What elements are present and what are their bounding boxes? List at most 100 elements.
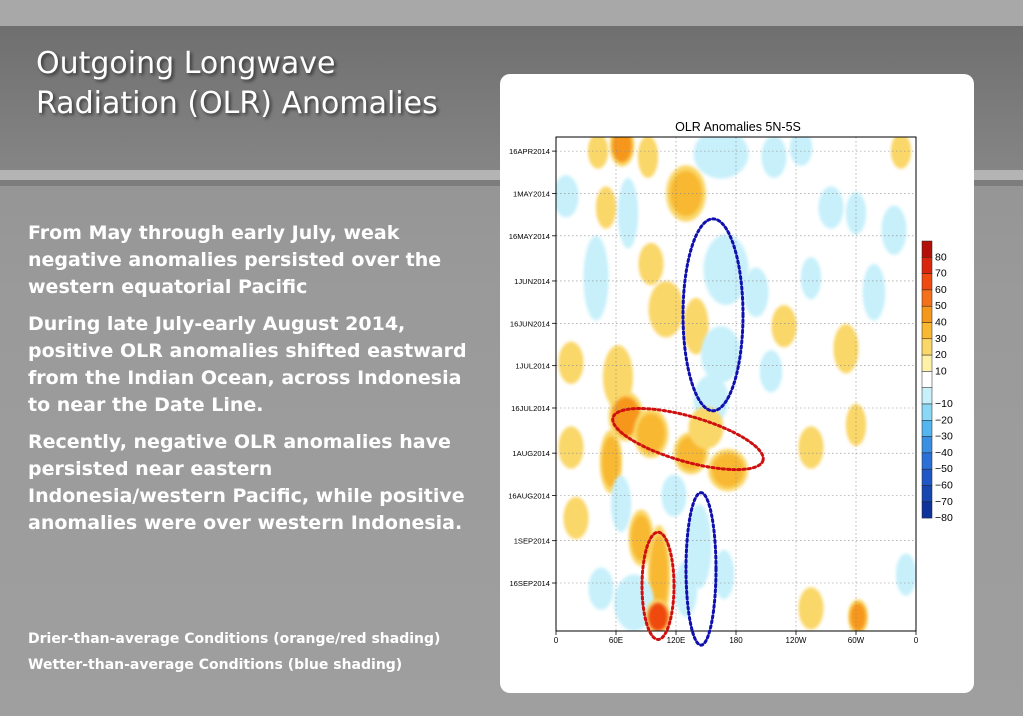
- anomaly-blob: [606, 351, 630, 403]
- anomaly-blob: [792, 137, 810, 163]
- anomaly-blob: [708, 241, 744, 298]
- anomaly-blob: [865, 269, 883, 315]
- paragraph-3: Recently, negative OLR anomalies have pe…: [28, 431, 465, 534]
- colorbar-swatch: [921, 387, 933, 405]
- colorbar-label: −50: [935, 463, 953, 475]
- x-tick-label: 0: [914, 636, 919, 645]
- colorbar-swatch: [921, 305, 933, 323]
- colorbar-label: 60: [935, 284, 947, 296]
- anomaly-blob: [764, 139, 784, 174]
- anomaly-blob: [848, 407, 864, 442]
- y-tick-label: 16AUG2014: [508, 492, 550, 501]
- colorbar-swatch: [921, 273, 933, 291]
- y-tick-label: 16JUN2014: [510, 319, 550, 328]
- anomaly-blob: [801, 430, 821, 465]
- anomaly-blob: [561, 430, 581, 465]
- note-wet: Wetter-than-average Conditions (blue sha…: [28, 657, 403, 673]
- anomaly-blob: [716, 554, 732, 595]
- colorbar-swatch: [921, 403, 933, 421]
- anomaly-blob: [664, 478, 684, 513]
- anomaly-blob: [898, 557, 914, 592]
- anomaly-blob: [637, 413, 665, 454]
- anomaly-blob: [640, 139, 656, 174]
- colorbar-label: −30: [935, 431, 953, 443]
- x-tick-label: 60W: [848, 636, 865, 645]
- anomaly-blob: [774, 309, 794, 344]
- colorbar-label: −10: [935, 398, 953, 410]
- colorbar-label: 30: [935, 333, 947, 345]
- legend-notes: Drier-than-average Conditions (orange/re…: [28, 626, 440, 678]
- anomaly-blob: [612, 396, 640, 437]
- anomaly-blob: [884, 210, 904, 250]
- anomaly-blob: [612, 137, 632, 163]
- colorbar-label: −70: [935, 496, 953, 508]
- olr-hovmoller-chart: OLR Anomalies 5N-5S 16APR2014 1MAY2014 16M…: [508, 120, 953, 647]
- colorbar-swatch: [921, 468, 933, 486]
- annotation-ellipse: [611, 406, 765, 472]
- anomaly-blob: [586, 244, 606, 313]
- annotation-ellipse: [681, 217, 745, 413]
- anomaly-blob: [602, 436, 620, 488]
- anomaly-blob: [620, 184, 636, 242]
- anomaly-blob: [566, 501, 586, 536]
- x-tick-label: 60E: [609, 636, 623, 645]
- colorbar-label: 50: [935, 300, 947, 312]
- paragraph-1: From May through early July, weak negati…: [28, 222, 442, 298]
- anomaly-blob: [652, 286, 680, 332]
- colorbar-label: −40: [935, 447, 953, 459]
- colorbar-swatch: [921, 485, 933, 503]
- y-tick-label: 1AUG2014: [512, 449, 550, 458]
- colorbar-label: 40: [935, 317, 947, 329]
- anomaly-blob: [556, 179, 576, 214]
- colorbar-label: −20: [935, 414, 953, 426]
- anomaly-blob: [801, 591, 821, 626]
- slide-title: Outgoing Longwave Radiation (OLR) Anomal…: [36, 44, 496, 124]
- x-tick-label: 180: [729, 636, 743, 645]
- colorbar-swatch: [921, 420, 933, 437]
- x-tick-label: 120W: [786, 636, 807, 645]
- slide-title-line-2: Radiation (OLR) Anomalies: [36, 86, 438, 121]
- paragraph-2: During late July-early August 2014, posi…: [28, 313, 467, 416]
- x-tick-label: 120E: [667, 636, 686, 645]
- colorbar-swatch: [921, 289, 933, 307]
- colorbar-swatch: [921, 436, 933, 454]
- colorbar-label: 80: [935, 251, 947, 263]
- y-tick-label: 16MAY2014: [509, 232, 550, 241]
- y-tick-label: 16SEP2014: [509, 579, 550, 588]
- anomaly-blob: [648, 602, 668, 631]
- colorbar-swatch: [921, 501, 933, 519]
- colorbar-label: 70: [935, 268, 947, 280]
- anomaly-blob: [591, 571, 611, 606]
- anomaly-blob: [641, 247, 661, 281]
- chart-card: OLR Anomalies 5N-5S 16APR2014 1MAY2014 16M…: [500, 74, 974, 693]
- y-tick-label: 1JUL2014: [515, 362, 550, 371]
- annotation-ellipse: [684, 491, 718, 647]
- colorbar-swatch: [921, 338, 933, 356]
- y-tick-label: 16JUL2014: [511, 404, 550, 413]
- colorbar-label: 10: [935, 365, 947, 377]
- colorbar-label: −80: [935, 512, 953, 524]
- slide-title-line-1: Outgoing Longwave: [36, 46, 336, 81]
- colorbar-swatch: [921, 322, 933, 340]
- colorbar-swatch: [921, 452, 933, 470]
- anomaly-blob: [689, 512, 709, 581]
- colorbar-swatch: [921, 371, 933, 388]
- anomaly-blob: [699, 137, 743, 174]
- anomaly-blob: [650, 535, 668, 615]
- note-dry: Drier-than-average Conditions (orange/re…: [28, 631, 441, 647]
- colorbar-label: 20: [935, 349, 947, 361]
- anomaly-blob: [803, 261, 819, 296]
- anomaly-blob: [670, 170, 702, 217]
- y-tick-label: 1MAY2014: [513, 189, 550, 198]
- y-tick-label: 1SEP2014: [514, 537, 550, 546]
- body-text: From May through early July, weak negati…: [28, 220, 468, 547]
- y-tick-label: 1JUN2014: [514, 277, 550, 286]
- x-tick-label: 0: [554, 636, 559, 645]
- anomaly-blob: [631, 515, 651, 561]
- anomaly-blob: [705, 331, 737, 377]
- colorbar-label: −60: [935, 480, 953, 492]
- y-tick-label: 16APR2014: [509, 147, 550, 156]
- top-strip: [0, 0, 1023, 26]
- anomaly-blob: [821, 190, 841, 225]
- anomaly-blob: [561, 345, 581, 380]
